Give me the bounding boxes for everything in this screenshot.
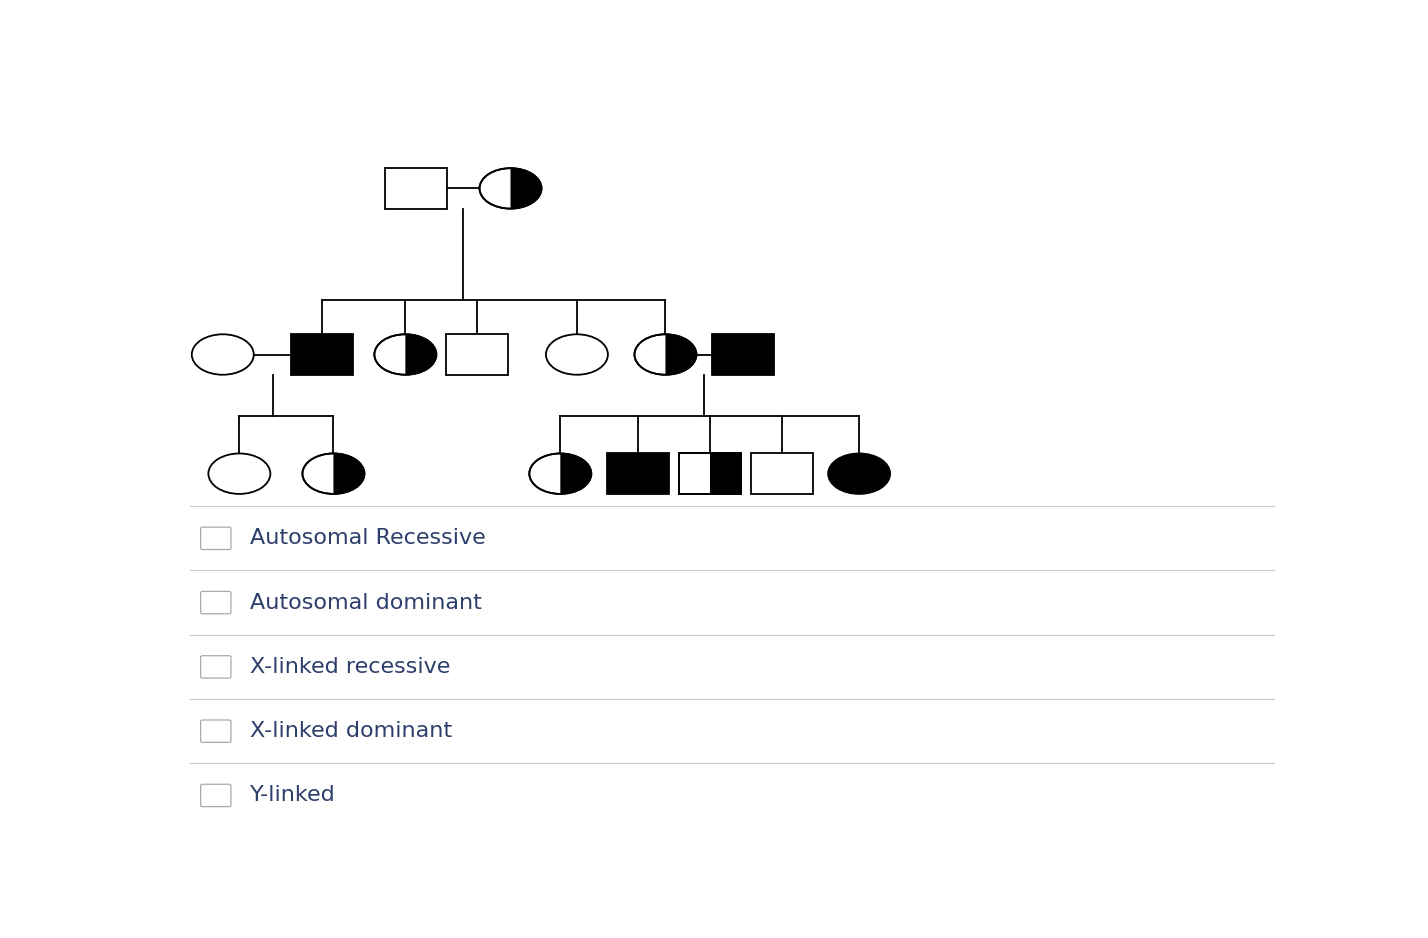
Circle shape xyxy=(634,334,697,375)
Circle shape xyxy=(530,453,591,494)
Bar xyxy=(291,334,353,375)
FancyBboxPatch shape xyxy=(200,784,231,807)
Wedge shape xyxy=(511,168,541,208)
Circle shape xyxy=(208,453,270,494)
FancyBboxPatch shape xyxy=(200,720,231,742)
Wedge shape xyxy=(560,453,591,494)
Circle shape xyxy=(191,334,254,375)
Bar xyxy=(710,453,741,494)
Text: Autosomal Recessive: Autosomal Recessive xyxy=(250,528,486,549)
Wedge shape xyxy=(333,453,364,494)
Bar xyxy=(607,453,668,494)
Text: Autosomal dominant: Autosomal dominant xyxy=(250,593,483,613)
Circle shape xyxy=(828,453,890,494)
Circle shape xyxy=(545,334,608,375)
Bar xyxy=(678,453,741,494)
Circle shape xyxy=(374,334,437,375)
Text: X-linked dominant: X-linked dominant xyxy=(250,721,453,741)
FancyBboxPatch shape xyxy=(200,656,231,678)
Bar xyxy=(751,453,813,494)
FancyBboxPatch shape xyxy=(200,527,231,550)
Text: X-linked recessive: X-linked recessive xyxy=(250,657,451,677)
Wedge shape xyxy=(665,334,697,375)
Text: Y-linked: Y-linked xyxy=(250,785,336,806)
Bar xyxy=(447,334,508,375)
Bar xyxy=(713,334,774,375)
FancyBboxPatch shape xyxy=(200,592,231,613)
Bar xyxy=(678,453,741,494)
Wedge shape xyxy=(406,334,437,375)
Circle shape xyxy=(480,168,541,208)
Circle shape xyxy=(303,453,364,494)
Bar xyxy=(386,168,447,208)
